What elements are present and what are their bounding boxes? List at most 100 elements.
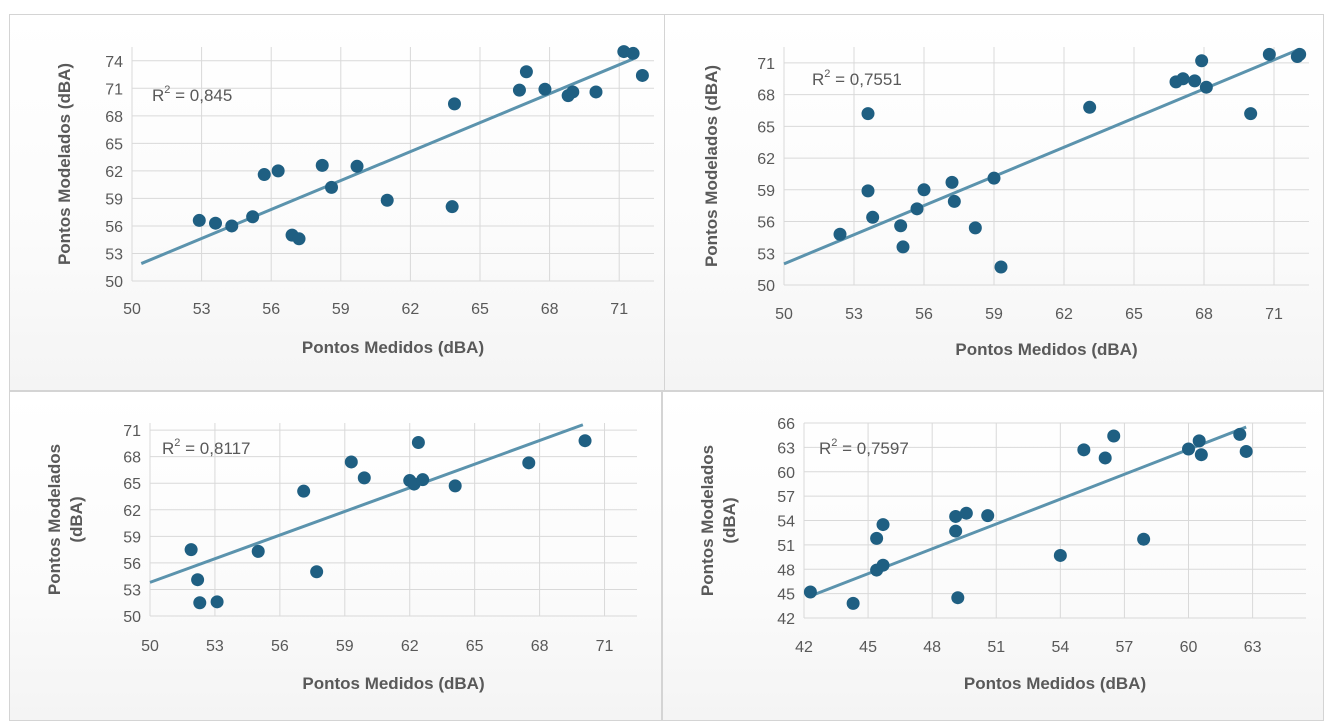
data-point (951, 591, 965, 605)
y-tick-label: 57 (777, 489, 795, 506)
data-point (292, 232, 306, 246)
y-tick-label: 60 (777, 465, 795, 482)
x-tick-label: 56 (915, 306, 933, 323)
data-point (949, 509, 963, 523)
data-point (861, 107, 875, 121)
y-tick-label: 53 (123, 582, 141, 599)
scatter-chart-4: 42 45 48 51 54 57 60 63 42 45 48 51 54 57 60 63 66 Pontos… (698, 416, 1306, 693)
data-point (1195, 54, 1209, 68)
data-point (876, 518, 890, 532)
data-point (257, 168, 271, 182)
data-point (193, 596, 207, 610)
y-tick-label: 62 (105, 164, 123, 181)
data-point (538, 82, 552, 96)
x-tick-label: 71 (1265, 306, 1283, 323)
r-squared-label: R2 = 0,7597 (819, 437, 909, 458)
data-point (1182, 442, 1196, 456)
x-tick-label: 45 (859, 639, 877, 656)
y-tick-label: 74 (105, 54, 123, 71)
y-axis-title-line: Pontos Modelados (45, 444, 64, 595)
scatter-chart-2: 50 53 56 59 62 65 68 71 50 53 56 59 62 65 68 71 Pontos M… (702, 47, 1309, 359)
chart-panel-3: 50 53 56 59 62 65 68 71 50 53 56 59 62 65 68 71 Pontos M… (9, 391, 662, 721)
data-point (1098, 451, 1112, 465)
data-point (251, 544, 265, 558)
data-point (870, 531, 884, 545)
data-point (522, 456, 536, 470)
data-point (512, 83, 526, 97)
data-point (357, 471, 371, 485)
data-point (917, 183, 931, 197)
data-point (876, 558, 890, 572)
data-point (846, 596, 860, 610)
x-tick-label: 51 (987, 639, 1005, 656)
data-point (1083, 100, 1097, 114)
data-point (947, 194, 961, 208)
data-point (210, 595, 224, 609)
scatter-chart-3: 50 53 56 59 62 65 68 71 50 53 56 59 62 65 68 71 Pontos M… (45, 423, 637, 693)
y-tick-label: 59 (123, 529, 141, 546)
data-point (1192, 434, 1206, 448)
x-tick-label: 68 (1195, 306, 1213, 323)
y-tick-label: 56 (123, 556, 141, 573)
x-tick-label: 42 (795, 639, 813, 656)
y-tick-label: 53 (757, 246, 775, 263)
y-tick-label: 54 (777, 514, 795, 531)
x-tick-label: 59 (336, 638, 354, 655)
chart-panel-4: 42 45 48 51 54 57 60 63 42 45 48 51 54 57 60 63 66 Pontos… (662, 391, 1324, 721)
y-tick-label: 45 (777, 587, 795, 604)
data-point (968, 221, 982, 235)
y-tick-label: 56 (105, 219, 123, 236)
x-tick-label: 68 (531, 638, 549, 655)
x-tick-label: 71 (610, 301, 628, 318)
y-tick-label: 65 (757, 119, 775, 136)
data-point (803, 585, 817, 599)
data-point (192, 213, 206, 227)
data-point (589, 85, 603, 99)
x-axis-title: Pontos Medidos (dBA) (964, 674, 1146, 693)
data-point (1293, 47, 1307, 61)
data-point (1244, 107, 1258, 121)
y-tick-label: 56 (757, 215, 775, 232)
chart-panel-2: 50 53 56 59 62 65 68 71 50 53 56 59 62 65 68 71 Pontos M… (664, 14, 1324, 391)
data-point (519, 65, 533, 79)
x-tick-label: 68 (541, 301, 559, 318)
data-point (209, 216, 223, 230)
data-point (1239, 444, 1253, 458)
x-tick-label: 65 (471, 301, 489, 318)
y-tick-label: 50 (105, 274, 123, 291)
y-tick-label: 51 (777, 538, 795, 555)
x-tick-label: 59 (332, 301, 350, 318)
y-axis-title-line: (dBA) (67, 496, 86, 542)
scatter-chart-1: 50 53 56 59 62 65 68 71 50 53 56 59 62 65 68 71 74 Pontos… (55, 45, 654, 357)
x-tick-label: 53 (845, 306, 863, 323)
y-axis-title: Pontos Modelados (dBA) (55, 63, 74, 265)
data-point (1262, 47, 1276, 61)
data-point (445, 200, 459, 214)
x-tick-label: 50 (141, 638, 159, 655)
x-tick-label: 53 (206, 638, 224, 655)
data-point (1188, 74, 1202, 88)
x-tick-label: 63 (1244, 639, 1262, 656)
x-tick-label: 62 (401, 638, 419, 655)
data-point (1233, 427, 1247, 441)
data-point (994, 260, 1008, 274)
data-point (1107, 429, 1121, 443)
y-tick-label: 71 (105, 81, 123, 98)
y-tick-label: 65 (123, 476, 141, 493)
y-tick-label: 48 (777, 562, 795, 579)
y-tick-label: 66 (777, 416, 795, 433)
data-point (225, 219, 239, 233)
data-point (1199, 80, 1213, 94)
data-point (566, 85, 580, 99)
data-point (411, 435, 425, 449)
data-point (626, 46, 640, 60)
x-tick-label: 56 (271, 638, 289, 655)
r-squared-label: R2 = 0,845 (152, 84, 232, 105)
x-tick-label: 53 (193, 301, 211, 318)
data-point (1053, 548, 1067, 562)
data-point (380, 193, 394, 207)
x-tick-label: 59 (985, 306, 1003, 323)
r-squared-label: R2 = 0,8117 (162, 437, 251, 458)
x-tick-label: 65 (1125, 306, 1143, 323)
data-point (894, 219, 908, 233)
